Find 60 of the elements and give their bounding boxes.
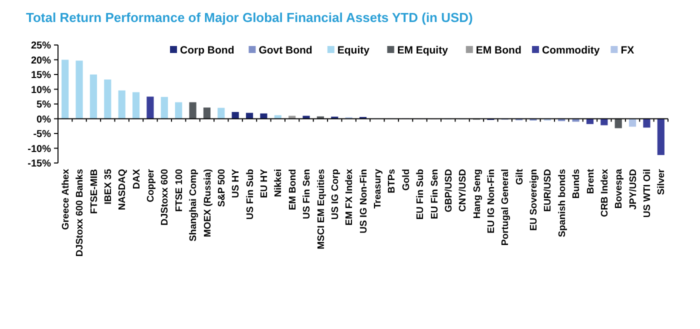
x-tick-label: CRB Index [599,168,610,218]
y-tick-label: 10% [30,84,52,96]
x-tick-label: JPY/USD [628,168,639,210]
x-tick-label: Hang Seng [472,168,483,219]
x-tick-label: US IG Corp [330,168,341,220]
x-tick-label: US Fin Sen [302,168,313,220]
y-tick-label: -10% [28,144,52,155]
y-tick-label: 20% [30,55,52,66]
y-tick-label: 0% [36,114,52,126]
x-tick-label: Treasury [372,168,384,209]
legend-label: Corp Bond [180,44,234,57]
x-tick-label: Copper [146,168,157,202]
x-tick-label: Nikkei [273,169,284,197]
x-tick-label: EM Bond [287,168,298,210]
legend-label: Govt Bond [258,44,312,57]
x-tick-label: Brent [585,168,596,194]
x-tick-label: US IG Non-Fin [358,168,370,234]
x-tick-label: US Fin Sub [244,168,256,220]
legend-label: Equity [337,44,370,57]
x-tick-label: CNY/USD [458,168,469,212]
x-tick-label: EM FX Index [344,168,356,226]
legend-label: EM Equity [397,44,448,57]
x-tick-label: US WTI Oil [642,169,654,218]
x-tick-label: EU HY [259,168,270,198]
x-tick-label: GBP/USD [443,168,454,212]
x-tick-label: EU Fin Sub [415,168,426,220]
x-tick-label: Portugal General [500,169,512,246]
y-tick-label: 15% [30,70,52,81]
x-tick-label: Bunds [571,169,582,199]
x-tick-label: Spanish bonds [556,169,568,238]
x-tick-label: Bovespa [614,168,625,209]
x-tick-label: DAX [131,168,142,190]
x-tick-label: FTSE 100 [174,169,185,212]
chart-title: Total Return Performance of Major Global Financial Assets YTD (in USD) [26,10,473,25]
x-tick-label: S&P 500 [216,169,228,207]
x-tick-label: Gold [400,168,412,191]
x-tick-label: DJStoxx 600 Banks [74,169,86,257]
y-tick-label: 25% [30,40,52,52]
x-tick-label: EU Fin Sen [429,168,440,220]
x-tick-label: DJStoxx 600 [160,169,171,226]
x-tick-label: MOEX (Russia) [202,169,214,238]
x-tick-label: Shanghai Comp [188,168,200,242]
legend-label: Commodity [542,44,600,57]
x-tick-label: EUR/USD [542,168,554,212]
legend-label: FX [620,44,634,57]
x-tick-label: EU Sovereign [528,168,540,231]
x-tick-label: IBEX 35 [102,168,114,204]
x-tick-label: EU IG Non-Fin [486,168,497,234]
y-tick-label: 5% [36,100,52,110]
x-tick-label: US HY [230,168,242,198]
x-tick-label: MSCI EM Equities [316,169,327,250]
x-tick-label: NASDAQ [117,169,128,210]
x-tick-label: Greece Athex [60,168,72,230]
legend-label: EM Bond [476,44,522,57]
x-tick-label: FTSE-MIB [88,168,100,214]
x-tick-label: Silver [656,168,668,195]
y-tick-label: -5% [33,129,52,140]
x-tick-label: BTPs [386,169,398,194]
x-tick-label: Gilt [514,168,526,185]
y-tick-label: -15% [28,158,52,170]
